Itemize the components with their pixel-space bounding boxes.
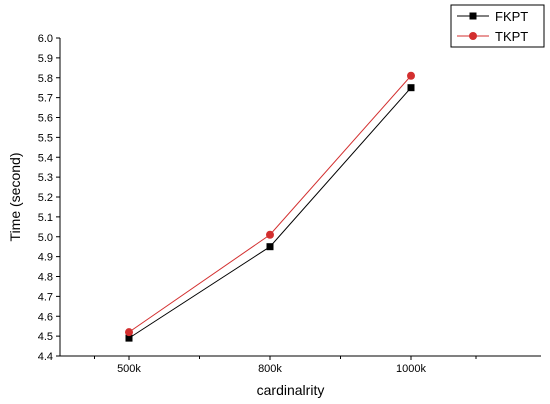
x-axis-ticks: 500k 800k 1000k: [94, 356, 477, 375]
series-layer: [125, 71, 415, 342]
x-tick-label: 1000k: [396, 363, 426, 375]
legend: FKPT TKPT: [450, 4, 545, 48]
y-tick-label: 5.1: [38, 212, 53, 224]
y-tick-label: 4.5: [38, 331, 53, 343]
x-tick-label: 500k: [117, 363, 141, 375]
y-tick-label: 5.8: [38, 73, 53, 85]
x-axis-title: cardinalrity: [257, 382, 325, 398]
y-axis-title: Time (second): [7, 153, 23, 242]
axes: [59, 38, 541, 357]
x-tick-label: 800k: [258, 363, 282, 375]
series-tkpt: [125, 71, 415, 337]
legend-item-tkpt: TKPT: [457, 29, 528, 44]
legend-label: TKPT: [495, 29, 528, 44]
y-tick-label: 4.8: [38, 272, 53, 284]
data-point: [266, 243, 274, 251]
legend-label: FKPT: [495, 9, 528, 24]
y-tick-label: 5.5: [38, 132, 53, 144]
series-fkpt: [125, 84, 415, 342]
data-point: [266, 230, 274, 239]
data-point: [407, 84, 415, 92]
y-tick-label: 5.2: [38, 192, 53, 204]
y-axis-ticks: 4.4 4.5 4.6 4.7 4.8 4.9 5.0 5.1 5.2 5.3 5.4 5.5 5.6 5…: [38, 33, 60, 363]
legend-marker: [469, 32, 477, 40]
y-tick-label: 4.4: [38, 351, 53, 363]
y-tick-label: 5.6: [38, 113, 53, 125]
legend-marker: [469, 12, 477, 20]
legend-item-fkpt: FKPT: [457, 9, 528, 24]
y-tick-label: 5.9: [38, 53, 53, 65]
y-tick-label: 6.0: [38, 33, 53, 45]
y-tick-label: 5.0: [38, 232, 53, 244]
y-tick-label: 4.7: [38, 291, 53, 303]
series-line: [128, 75, 412, 333]
y-tick-label: 5.7: [38, 93, 53, 105]
data-point: [125, 334, 133, 342]
legend-box: [450, 4, 545, 48]
series-line: [128, 87, 412, 339]
data-point: [407, 71, 415, 80]
y-tick-label: 4.6: [38, 311, 53, 323]
y-tick-label: 5.4: [38, 152, 53, 164]
y-tick-label: 5.3: [38, 172, 53, 184]
data-point: [125, 328, 133, 337]
y-tick-label: 4.9: [38, 252, 53, 264]
